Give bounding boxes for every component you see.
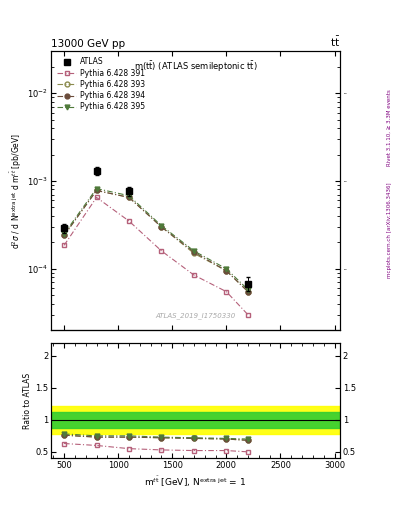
Y-axis label: d$^2\sigma$ / d N$^{\rm extra\ jet}$ d m$^{t\bar{t}}$ [pb/GeV]: d$^2\sigma$ / d N$^{\rm extra\ jet}$ d m… xyxy=(9,133,24,249)
Text: Rivet 3.1.10, ≥ 3.3M events: Rivet 3.1.10, ≥ 3.3M events xyxy=(387,90,392,166)
Legend: ATLAS, Pythia 6.428 391, Pythia 6.428 393, Pythia 6.428 394, Pythia 6.428 395: ATLAS, Pythia 6.428 391, Pythia 6.428 39… xyxy=(55,55,147,114)
Text: 13000 GeV pp: 13000 GeV pp xyxy=(51,38,125,49)
X-axis label: m$^{t\bar{\rm t}}$ [GeV], N$^{\rm extra\ jet}$ = 1: m$^{t\bar{\rm t}}$ [GeV], N$^{\rm extra\… xyxy=(144,474,247,489)
Text: ATLAS_2019_I1750330: ATLAS_2019_I1750330 xyxy=(155,312,236,319)
Y-axis label: Ratio to ATLAS: Ratio to ATLAS xyxy=(24,373,32,429)
Text: m(t$\bar{\rm t}$) (ATLAS semileptonic t$\bar{\rm t}$): m(t$\bar{\rm t}$) (ATLAS semileptonic t$… xyxy=(134,59,257,74)
Text: mcplots.cern.ch [arXiv:1306.3436]: mcplots.cern.ch [arXiv:1306.3436] xyxy=(387,183,392,278)
Text: t$\bar{\rm t}$: t$\bar{\rm t}$ xyxy=(330,34,340,49)
